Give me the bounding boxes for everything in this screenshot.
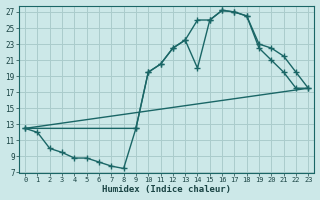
X-axis label: Humidex (Indice chaleur): Humidex (Indice chaleur) xyxy=(102,185,231,194)
